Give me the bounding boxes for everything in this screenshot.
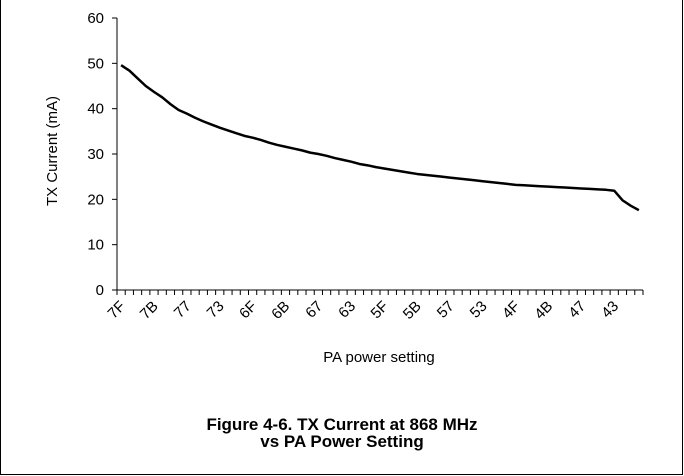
y-tick-label: 50 xyxy=(87,55,104,72)
figure-caption: Figure 4-6. TX Current at 868 MHz vs PA … xyxy=(0,416,684,450)
caption-line-1: Figure 4-6. TX Current at 868 MHz xyxy=(206,415,478,434)
x-tick-label: 4B xyxy=(531,298,556,323)
y-tick-label: 0 xyxy=(96,282,104,299)
x-tick-label: 57 xyxy=(434,298,458,322)
plot-area: 0 10 20 30 40 50 60 7F 7B 77 73 6F 6B 67 63 5F 5B 57 53 4F 4… xyxy=(87,10,644,323)
x-tick-label: 67 xyxy=(302,298,326,322)
x-tick-label: 63 xyxy=(335,298,359,322)
x-tick-label: 6F xyxy=(236,298,260,322)
y-tick-label: 30 xyxy=(87,146,104,163)
line-chart: 0 10 20 30 40 50 60 7F 7B 77 73 6F 6B 67 63 5F 5B 57 53 4F 4… xyxy=(44,10,644,366)
x-tick-label: 73 xyxy=(204,298,228,322)
x-tick-label: 4F xyxy=(499,298,523,322)
x-tick-label: 77 xyxy=(171,298,195,322)
series-line xyxy=(120,64,640,212)
y-tick-label: 10 xyxy=(87,237,104,254)
y-axis-label: TX Current (mA) xyxy=(44,96,61,206)
x-tick-label: 43 xyxy=(598,298,622,322)
caption-line-2: vs PA Power Setting xyxy=(260,432,424,451)
x-tick-label: 47 xyxy=(565,298,589,322)
x-tick-label: 7B xyxy=(137,298,162,323)
x-tick-label: 5F xyxy=(368,298,392,322)
y-tick-label: 60 xyxy=(87,10,104,27)
x-axis-label: PA power setting xyxy=(323,349,434,366)
y-tick-label: 20 xyxy=(87,191,104,208)
x-tick-label: 7F xyxy=(105,298,129,322)
x-tick-label: 53 xyxy=(467,298,491,322)
x-tick-label: 5B xyxy=(400,298,425,323)
y-tick-label: 40 xyxy=(87,101,104,118)
x-tick-label: 6B xyxy=(268,298,293,323)
